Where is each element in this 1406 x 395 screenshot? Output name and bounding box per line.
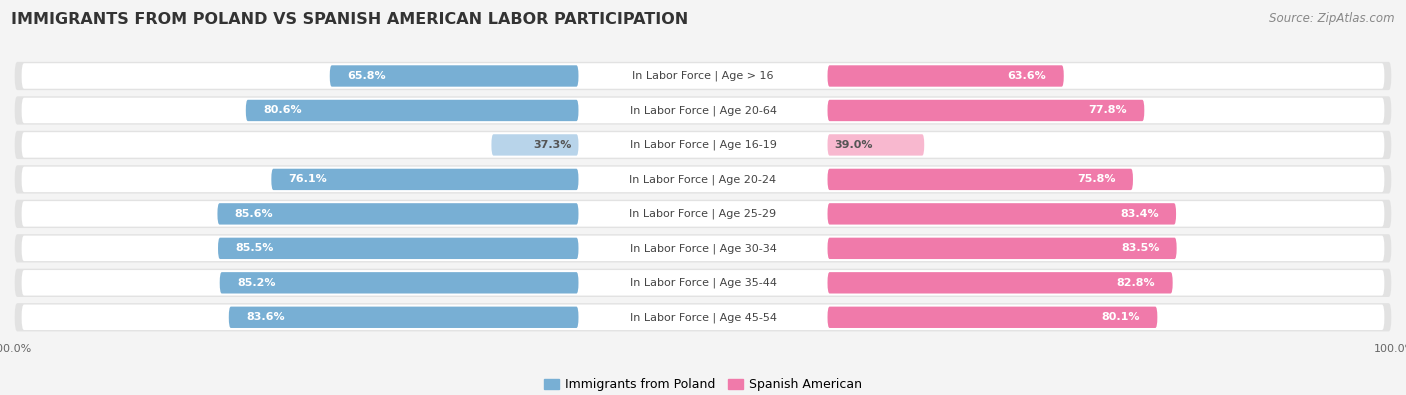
- FancyBboxPatch shape: [14, 234, 1392, 263]
- Text: 85.2%: 85.2%: [238, 278, 276, 288]
- Text: 83.6%: 83.6%: [246, 312, 284, 322]
- Text: 39.0%: 39.0%: [834, 140, 873, 150]
- FancyBboxPatch shape: [14, 303, 1392, 331]
- Text: 76.1%: 76.1%: [288, 175, 328, 184]
- FancyBboxPatch shape: [229, 307, 578, 328]
- Text: In Labor Force | Age 35-44: In Labor Force | Age 35-44: [630, 278, 776, 288]
- Text: 85.6%: 85.6%: [235, 209, 273, 219]
- Text: Source: ZipAtlas.com: Source: ZipAtlas.com: [1270, 12, 1395, 25]
- FancyBboxPatch shape: [218, 238, 578, 259]
- Text: In Labor Force | Age 30-34: In Labor Force | Age 30-34: [630, 243, 776, 254]
- Text: In Labor Force | Age > 16: In Labor Force | Age > 16: [633, 71, 773, 81]
- FancyBboxPatch shape: [14, 200, 1392, 228]
- FancyBboxPatch shape: [828, 134, 924, 156]
- Text: In Labor Force | Age 45-54: In Labor Force | Age 45-54: [630, 312, 776, 323]
- FancyBboxPatch shape: [21, 235, 1385, 261]
- FancyBboxPatch shape: [21, 270, 1385, 295]
- FancyBboxPatch shape: [219, 272, 578, 293]
- Text: 75.8%: 75.8%: [1077, 175, 1116, 184]
- FancyBboxPatch shape: [21, 98, 1385, 123]
- Text: 82.8%: 82.8%: [1116, 278, 1156, 288]
- FancyBboxPatch shape: [14, 96, 1392, 124]
- FancyBboxPatch shape: [21, 201, 1385, 227]
- Text: 77.8%: 77.8%: [1088, 105, 1128, 115]
- FancyBboxPatch shape: [14, 165, 1392, 194]
- Text: 80.1%: 80.1%: [1101, 312, 1140, 322]
- FancyBboxPatch shape: [828, 65, 1064, 87]
- FancyBboxPatch shape: [828, 307, 1157, 328]
- Text: 37.3%: 37.3%: [533, 140, 572, 150]
- FancyBboxPatch shape: [271, 169, 578, 190]
- FancyBboxPatch shape: [218, 203, 578, 225]
- FancyBboxPatch shape: [14, 269, 1392, 297]
- FancyBboxPatch shape: [246, 100, 578, 121]
- FancyBboxPatch shape: [21, 167, 1385, 192]
- Text: IMMIGRANTS FROM POLAND VS SPANISH AMERICAN LABOR PARTICIPATION: IMMIGRANTS FROM POLAND VS SPANISH AMERIC…: [11, 12, 689, 27]
- FancyBboxPatch shape: [828, 203, 1175, 225]
- FancyBboxPatch shape: [492, 134, 578, 156]
- Text: 63.6%: 63.6%: [1008, 71, 1046, 81]
- Legend: Immigrants from Poland, Spanish American: Immigrants from Poland, Spanish American: [538, 373, 868, 395]
- Text: 80.6%: 80.6%: [263, 105, 302, 115]
- Text: In Labor Force | Age 16-19: In Labor Force | Age 16-19: [630, 140, 776, 150]
- Text: In Labor Force | Age 20-64: In Labor Force | Age 20-64: [630, 105, 776, 116]
- FancyBboxPatch shape: [828, 238, 1177, 259]
- FancyBboxPatch shape: [21, 132, 1385, 158]
- Text: 85.5%: 85.5%: [235, 243, 274, 253]
- FancyBboxPatch shape: [14, 62, 1392, 90]
- Text: In Labor Force | Age 20-24: In Labor Force | Age 20-24: [630, 174, 776, 184]
- FancyBboxPatch shape: [828, 100, 1144, 121]
- FancyBboxPatch shape: [828, 272, 1173, 293]
- FancyBboxPatch shape: [21, 305, 1385, 330]
- Text: 83.5%: 83.5%: [1121, 243, 1160, 253]
- FancyBboxPatch shape: [330, 65, 578, 87]
- FancyBboxPatch shape: [14, 131, 1392, 159]
- FancyBboxPatch shape: [21, 63, 1385, 89]
- FancyBboxPatch shape: [828, 169, 1133, 190]
- Text: 65.8%: 65.8%: [347, 71, 385, 81]
- Text: 83.4%: 83.4%: [1121, 209, 1159, 219]
- Text: In Labor Force | Age 25-29: In Labor Force | Age 25-29: [630, 209, 776, 219]
